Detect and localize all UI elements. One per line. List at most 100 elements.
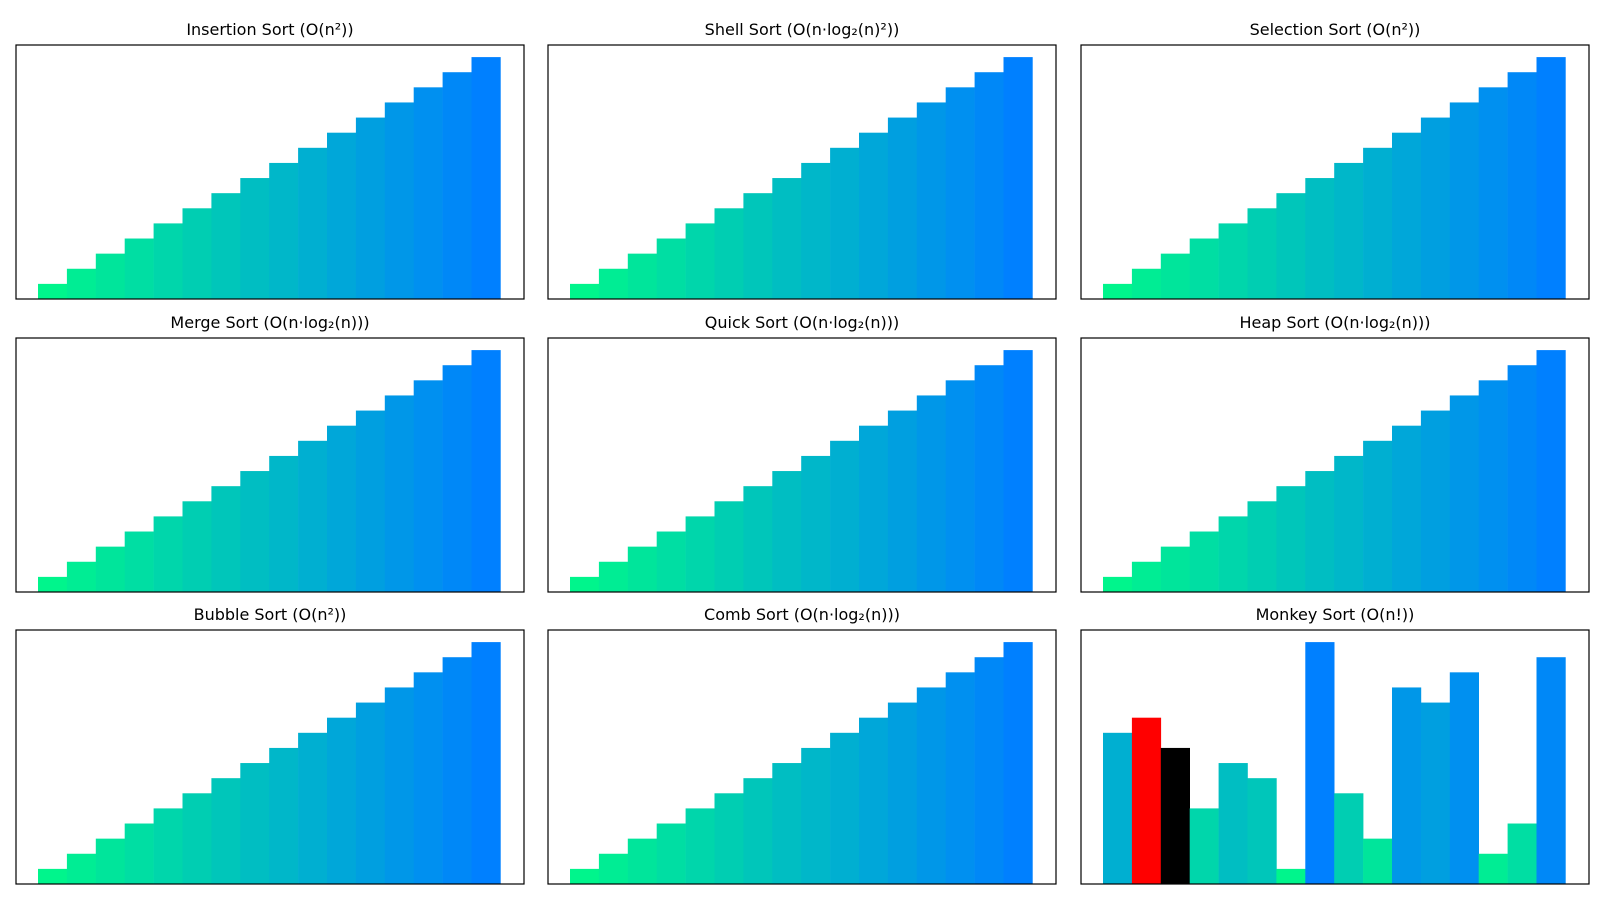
bar xyxy=(471,57,501,299)
plot-frame xyxy=(547,44,1057,300)
bar xyxy=(1392,425,1422,592)
chart-title: Shell Sort (O(n·log₂(n)²)) xyxy=(705,20,900,39)
bar xyxy=(598,268,629,299)
bar xyxy=(627,253,657,299)
plot-frame xyxy=(1080,629,1590,885)
chart-panel-5: Quick Sort (O(n·log₂(n))) xyxy=(547,313,1057,593)
bar xyxy=(1160,546,1190,592)
bar xyxy=(598,561,629,592)
chart-title: Quick Sort (O(n·log₂(n))) xyxy=(705,313,899,332)
bar xyxy=(830,440,860,592)
bar xyxy=(685,516,715,592)
bar xyxy=(1392,132,1422,299)
bar xyxy=(1160,747,1190,884)
bar xyxy=(1305,178,1335,299)
bar xyxy=(240,763,270,884)
bar xyxy=(355,117,386,299)
chart-panel-9: Monkey Sort (O(n!)) xyxy=(1080,605,1590,885)
bar xyxy=(743,193,773,299)
bar xyxy=(442,365,472,592)
bar xyxy=(327,132,357,299)
bar xyxy=(598,853,629,884)
bar xyxy=(182,208,212,299)
chart-panel-7: Bubble Sort (O(n²)) xyxy=(15,605,525,885)
bar xyxy=(413,87,443,299)
bar xyxy=(656,238,686,299)
bar xyxy=(1420,117,1451,299)
bar xyxy=(801,455,831,592)
bar xyxy=(1449,102,1479,299)
bar xyxy=(1276,486,1306,592)
bar xyxy=(714,793,744,884)
bar xyxy=(124,823,154,884)
bar xyxy=(1103,732,1133,884)
bar xyxy=(66,268,97,299)
bar xyxy=(269,162,299,299)
bar xyxy=(269,455,299,592)
bar xyxy=(1003,57,1033,299)
bar xyxy=(974,657,1004,884)
bar xyxy=(1363,440,1393,592)
bar xyxy=(570,283,600,299)
chart-panel-6: Heap Sort (O(n·log₂(n))) xyxy=(1080,313,1590,593)
bar xyxy=(327,717,357,884)
bar xyxy=(327,425,357,592)
chart-title: Selection Sort (O(n²)) xyxy=(1250,20,1421,39)
bar xyxy=(685,808,715,884)
bar xyxy=(859,717,889,884)
bar xyxy=(124,531,154,592)
plot-frame xyxy=(15,337,525,593)
bar xyxy=(859,132,889,299)
chart-title: Insertion Sort (O(n²)) xyxy=(186,20,353,39)
bar xyxy=(887,117,918,299)
bar xyxy=(1160,253,1190,299)
bar xyxy=(859,425,889,592)
chart-title: Bubble Sort (O(n²)) xyxy=(194,605,347,624)
bar xyxy=(1507,823,1537,884)
bar xyxy=(298,732,328,884)
bar xyxy=(413,380,443,592)
bar xyxy=(570,576,600,592)
bar xyxy=(1103,576,1133,592)
chart-panel-2: Shell Sort (O(n·log₂(n)²)) xyxy=(547,20,1057,300)
bar xyxy=(95,253,125,299)
bar xyxy=(1131,561,1162,592)
bar xyxy=(1449,395,1479,592)
bar xyxy=(95,838,125,884)
bar xyxy=(1247,778,1277,884)
bar xyxy=(38,283,68,299)
bar xyxy=(714,208,744,299)
bar xyxy=(153,516,183,592)
bar xyxy=(1536,57,1566,299)
plot-frame xyxy=(15,44,525,300)
bar xyxy=(945,672,975,884)
bar xyxy=(1536,350,1566,592)
bar xyxy=(627,546,657,592)
bar xyxy=(1247,501,1277,592)
bar xyxy=(240,471,270,592)
bar xyxy=(1131,717,1162,884)
bar xyxy=(298,440,328,592)
bar xyxy=(153,223,183,299)
bar xyxy=(95,546,125,592)
bar xyxy=(1478,380,1508,592)
bar xyxy=(945,87,975,299)
bar xyxy=(1334,455,1364,592)
bar xyxy=(887,702,918,884)
bar xyxy=(182,501,212,592)
bar xyxy=(974,365,1004,592)
bar xyxy=(1363,838,1393,884)
bar xyxy=(801,747,831,884)
bar xyxy=(801,162,831,299)
bar xyxy=(945,380,975,592)
bar xyxy=(471,642,501,884)
plot-frame xyxy=(547,629,1057,885)
bar xyxy=(355,410,386,592)
bar xyxy=(66,561,97,592)
bar xyxy=(1247,208,1277,299)
bar xyxy=(830,732,860,884)
bar xyxy=(38,576,68,592)
bar xyxy=(298,147,328,299)
